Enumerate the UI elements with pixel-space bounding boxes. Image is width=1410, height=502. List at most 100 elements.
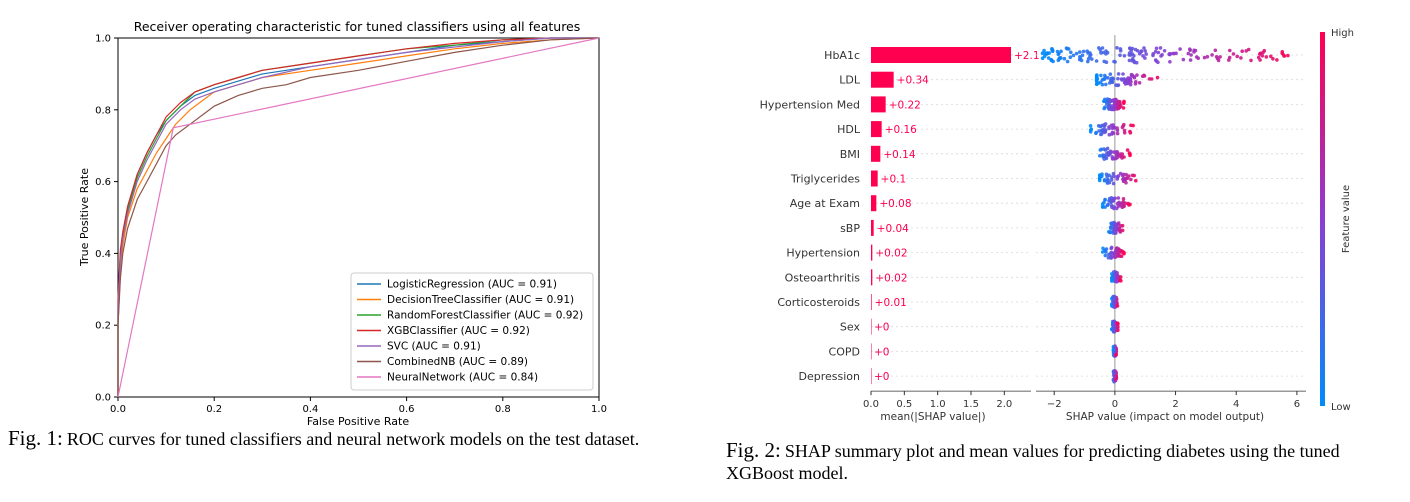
mean-shap-value-label: +0.14 [883, 149, 915, 161]
legend-entry-label: NeuralNetwork (AUC = 0.84) [387, 372, 538, 384]
shap-point [1101, 246, 1105, 251]
shap-point [1159, 54, 1163, 58]
mean-shap-value-label: +0.34 [897, 75, 929, 87]
shap-point [1271, 57, 1275, 61]
bar-x-tick-label: 0.0 [863, 399, 879, 410]
shap-point [1189, 53, 1193, 57]
shap-point [1111, 198, 1116, 202]
mean-shap-bar [871, 318, 872, 335]
x-tick-label: 0.8 [495, 404, 511, 415]
x-tick-label: 1.0 [591, 404, 607, 415]
shap-point [1069, 50, 1073, 55]
shap-point [1122, 155, 1126, 159]
mean-shap-value-label: +0.02 [875, 248, 907, 260]
roc-series-line [117, 37, 600, 397]
shap-point [1249, 58, 1253, 63]
shap-point [1105, 146, 1110, 151]
shap-point [1124, 78, 1129, 83]
shap-point [1119, 104, 1123, 108]
shap-point [1132, 173, 1136, 178]
shap-point [1046, 56, 1051, 60]
x-tick-label: 0.2 [206, 404, 222, 415]
shap-point [1109, 246, 1113, 251]
shap-point [1100, 205, 1105, 209]
shap-point [1119, 77, 1124, 81]
shap-point [1106, 177, 1110, 182]
shap-point [1089, 127, 1094, 131]
shap-point [1193, 48, 1198, 53]
mean-shap-bar [871, 121, 882, 138]
shap-point [1114, 223, 1119, 228]
shap-point [1097, 173, 1102, 177]
shap-point [1286, 53, 1290, 58]
shap-point [1115, 131, 1120, 136]
shap-point [1112, 319, 1117, 324]
mean-shap-bar [871, 219, 874, 236]
mean-shap-bar [871, 368, 872, 385]
shap-point [1112, 59, 1116, 64]
shap-point [1115, 177, 1120, 181]
shap-point [1113, 150, 1118, 154]
roc-series-lines [117, 37, 600, 398]
shap-point [1118, 171, 1123, 176]
shap-point [1122, 128, 1127, 133]
shap-point [1128, 153, 1132, 158]
shap-point [1107, 103, 1111, 108]
shap-point [1110, 275, 1114, 280]
shap-point [1102, 99, 1106, 104]
shap-point [1118, 48, 1123, 53]
shap-point [1216, 58, 1221, 63]
shap-point [1086, 59, 1090, 64]
swarm-x-tick-label: 4 [1233, 399, 1239, 410]
legend-entry-label: LogisticRegression (AUC = 0.91) [387, 279, 557, 291]
shap-point [1128, 46, 1132, 51]
shap-point [1111, 294, 1116, 299]
feature-label: Hypertension Med [760, 98, 860, 111]
shap-point [1109, 254, 1114, 258]
shap-point [1264, 55, 1269, 59]
shap-point [1112, 301, 1117, 306]
shap-point [1125, 148, 1130, 152]
shap-point [1246, 47, 1251, 52]
shap-point [1119, 224, 1123, 228]
y-tick-label: 0.0 [95, 393, 111, 404]
shap-point [1101, 50, 1105, 55]
shap-point [1120, 125, 1125, 130]
shap-point [1282, 54, 1287, 58]
y-tick-label: 0.2 [95, 321, 111, 332]
shap-point [1040, 51, 1045, 55]
shap-point [1088, 51, 1092, 55]
shap-point [1094, 59, 1099, 63]
shap-point [1114, 271, 1119, 276]
bar-x-tick-label: 1.0 [930, 399, 946, 410]
shap-point [1121, 200, 1126, 204]
shap-point [1121, 72, 1125, 76]
shap-point [1098, 154, 1102, 158]
shap-point [1049, 58, 1053, 62]
shap-point [1144, 52, 1148, 56]
shap-point [1210, 53, 1214, 57]
shap-point [1116, 76, 1120, 81]
shap-point [1115, 126, 1119, 130]
shap-point [1128, 82, 1133, 87]
shap-point [1104, 156, 1109, 161]
legend-entry-label: XGBClassifier (AUC = 0.92) [387, 325, 530, 337]
shap-point [1105, 203, 1110, 208]
fig2-caption: Fig. 2: SHAP summary plot and mean value… [726, 440, 1406, 485]
shap-point [1113, 248, 1118, 253]
shap-point [1116, 196, 1121, 200]
shap-point [1116, 252, 1120, 257]
shap-point [1104, 172, 1109, 177]
shap-point [1168, 60, 1172, 64]
shap-feature-labels: HbA1c LDL Hypertension Med HDL BMI Triglyceri… [760, 49, 861, 383]
roc-title: Receiver operating characteristic for tu… [134, 19, 581, 34]
shap-point [1108, 230, 1113, 235]
feature-label: Depression [799, 370, 861, 383]
shap-point [1105, 181, 1110, 185]
shap-point [1099, 132, 1103, 137]
feature-label: sBP [840, 222, 860, 235]
mean-shap-value-label: +0.04 [877, 223, 909, 235]
mean-shap-bar [871, 96, 886, 113]
shap-point [1153, 49, 1158, 54]
roc-legend: LogisticRegression (AUC = 0.91) DecisionT… [350, 272, 594, 391]
